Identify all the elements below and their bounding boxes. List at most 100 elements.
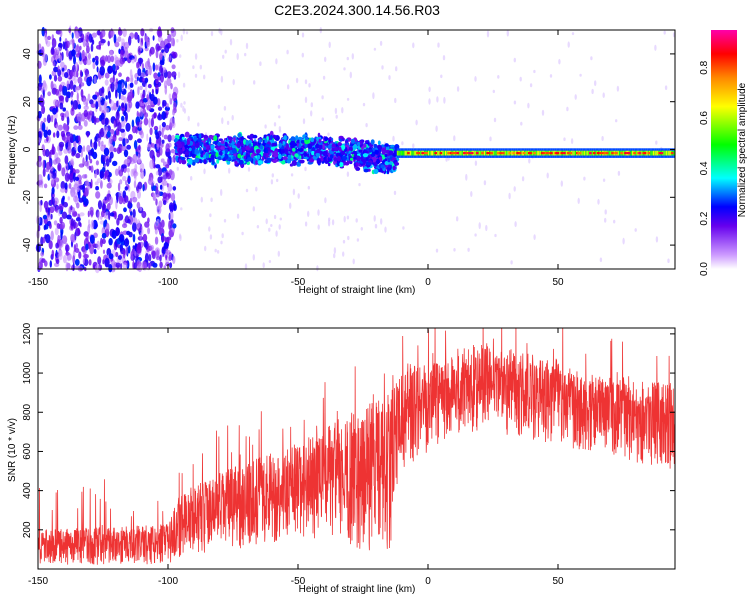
spectrogram-cell [108, 238, 113, 246]
spectrogram-cell [149, 92, 152, 100]
spectrogram-cell [210, 144, 215, 150]
spectrogram-cell [157, 72, 161, 78]
spectrogram-cell [71, 107, 74, 112]
spectrogram-cell [663, 30, 666, 35]
spectrogram-cell [161, 167, 167, 174]
spectrogram-cell [462, 151, 466, 155]
spectrogram-cell [324, 197, 327, 204]
spectrogram-cell [89, 234, 95, 244]
spectrogram-cell [481, 151, 485, 155]
spectrogram-cell [126, 218, 131, 224]
spectrogram-cell [72, 255, 76, 264]
spectrogram-cell [265, 144, 270, 148]
spectrogram-cell [53, 220, 58, 226]
spectrogram-cell [88, 223, 91, 229]
spectrogram-cell [98, 140, 101, 147]
spectrogram-cell [53, 74, 58, 82]
spectrogram-cell [78, 197, 84, 203]
spectrogram-cell [78, 179, 82, 185]
spectrogram-cell [329, 154, 334, 159]
spectrogram-cell [363, 168, 369, 173]
spectrogram-cell [116, 218, 120, 226]
spectrogram-cell [50, 230, 54, 241]
spectrogram-cell [92, 151, 98, 160]
spectrogram-cell [153, 96, 158, 106]
spectrogram-cell [136, 244, 142, 254]
spectrogram-cell [210, 30, 214, 37]
spectrogram-cell [655, 150, 657, 156]
spectrogram-cell [355, 166, 361, 171]
spectrogram-cell [160, 73, 164, 83]
spectrogram-cell [667, 258, 670, 264]
spectrogram-cell [493, 150, 495, 156]
spectrogram-cell [252, 206, 255, 212]
spectrogram-cell [194, 73, 198, 78]
spectrogram-cell [137, 181, 143, 190]
spectrogram-cell [395, 66, 398, 72]
spectrogram-cell [413, 150, 416, 156]
spectrogram-cell [624, 151, 628, 155]
spectrogram-cell [237, 153, 242, 159]
spectrogram-cell [346, 215, 350, 220]
spectrogram-cell [630, 150, 633, 156]
spectrogram-cell [58, 54, 63, 62]
spectrogram-cell [453, 151, 457, 155]
spectrogram-cell [224, 49, 227, 54]
spectrogram-cell [135, 126, 138, 134]
spectrogram-cell [58, 242, 62, 251]
spectrogram-cell [360, 227, 363, 231]
spectrogram-cell [355, 162, 359, 166]
spectrogram-cell [121, 164, 127, 169]
spectrogram-cell [155, 89, 159, 95]
spectrogram-cell [586, 150, 588, 156]
spectrogram-cell [673, 150, 676, 156]
spectrogram-cell [99, 170, 105, 179]
spectrogram-cell [149, 244, 155, 251]
spectrogram-cell [154, 228, 158, 235]
spectrogram-cell [335, 114, 338, 119]
spectrogram-cell [417, 151, 421, 155]
spectrogram-cell [433, 150, 435, 156]
spectrogram-cell [541, 109, 545, 116]
spectrogram-cell [113, 120, 116, 129]
spectrogram-cell [79, 212, 85, 217]
x-tick-label: -100 [158, 277, 178, 288]
spectrogram-cell [138, 121, 141, 129]
spectrogram-cell [440, 74, 443, 79]
spectrogram-cell [55, 47, 62, 53]
spectrogram-cell [58, 150, 63, 156]
spectrogram-cell [485, 224, 488, 232]
spectrogram-cell [115, 199, 118, 210]
spectrogram-cell [52, 132, 56, 138]
spectrogram-cell [56, 183, 59, 190]
spectrogram-cell [153, 112, 157, 118]
spectrogram-cell [123, 207, 127, 213]
spectrogram-cell [478, 222, 481, 230]
spectrogram-cell [58, 144, 64, 152]
spectrogram-cell [164, 85, 168, 95]
x-tick-label: -100 [158, 576, 178, 587]
spectrogram-cell [224, 148, 228, 154]
spectrogram-cell [133, 217, 138, 224]
spectrogram-cell [162, 171, 167, 182]
spectrogram-cell [119, 57, 126, 65]
spectrogram-cell [394, 144, 400, 150]
spectrogram-cell [99, 66, 105, 76]
spectrogram-cell [76, 86, 82, 91]
spectrogram-cell [579, 73, 582, 77]
spectrogram-cells [35, 25, 676, 274]
spectrogram-cell [334, 107, 338, 115]
spectrogram-cell [153, 72, 158, 79]
spectrogram-cell [252, 254, 255, 261]
spectrogram-cell [179, 135, 183, 140]
spectrogram-cell [181, 159, 187, 165]
spectrogram-cell [566, 151, 571, 155]
spectrogram-cell [74, 144, 77, 151]
spectrogram-cell [362, 158, 367, 164]
spectrogram-cell [224, 142, 228, 147]
spectrogram-cell [610, 150, 612, 156]
spectrogram-cell [61, 211, 68, 219]
spectrogram-cell [43, 183, 48, 189]
spectrogram-cell [106, 203, 111, 211]
spectrogram-cell [222, 54, 225, 59]
